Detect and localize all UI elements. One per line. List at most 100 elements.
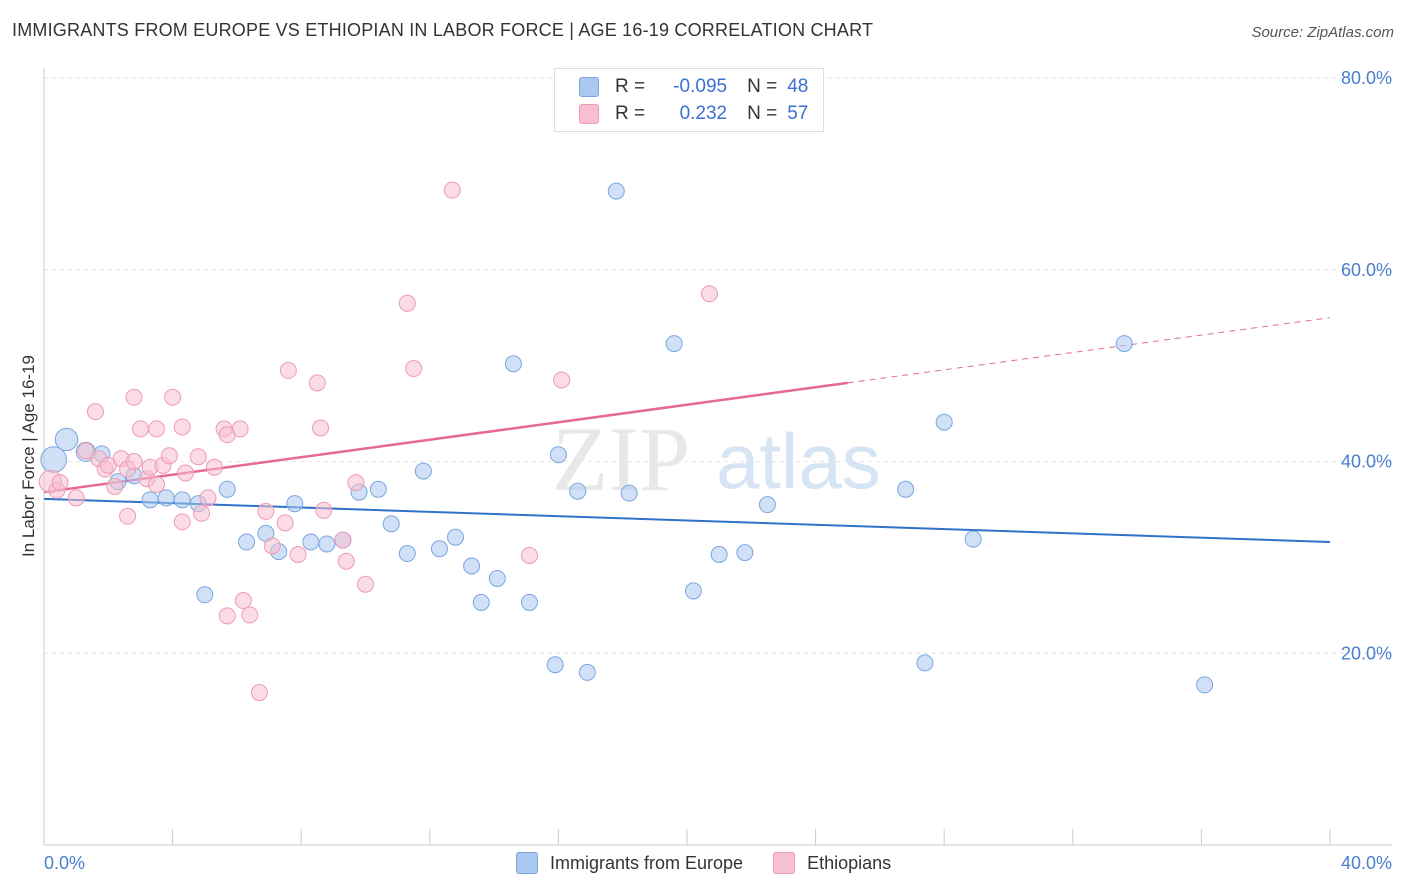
legend-item-europe[interactable]: Immigrants from Europe [516,852,743,874]
legend-r-label: R = [615,76,646,97]
europe-point [607,182,625,200]
legend-r-value: 0.232 [679,103,728,124]
legend-swatch-blue [579,77,599,97]
europe-point [520,593,538,611]
europe-point [569,482,587,500]
x-tick-labels: 0.0% 40.0% [44,853,1392,873]
legend-row-ethiopians: R = 0.232 N = 57 [579,102,808,126]
y-axis-label: In Labor Force | Age 16-19 [19,355,38,557]
ethiopian-point [308,374,326,392]
ethiopian-point [131,420,149,438]
ethiopian-point [160,447,178,465]
legend-r-label: R = [615,103,646,124]
legend-item-ethiopians[interactable]: Ethiopians [773,852,891,874]
ethiopian-point [67,489,85,507]
legend-swatch-pink [579,104,599,124]
europe-point [620,484,638,502]
europe-point [504,355,522,373]
europe-point [430,540,448,558]
series-legend: Immigrants from Europe Ethiopians [516,852,921,874]
europe-point [40,446,67,473]
ethiopian-point [189,448,207,466]
ethiopian-point [164,388,182,406]
ethiopian-point [173,513,191,531]
ethiopian-point [218,607,236,625]
europe-point [218,480,236,498]
europe-point [488,569,506,587]
europe-point [196,586,214,604]
ethiopian-point [334,531,352,549]
legend-n-label: N = [747,76,778,97]
x-tick-label: 0.0% [44,853,85,873]
legend-row-europe: R = -0.095 N = 48 [579,75,808,99]
ethiopian-point [337,552,355,570]
legend-swatch-blue [516,852,538,874]
europe-point [758,496,776,514]
ethiopian-point [405,360,423,378]
ethiopian-point [51,474,69,492]
ethiopian-point [289,545,307,563]
gridlines [44,77,1392,654]
europe-point [546,656,564,674]
ethiopian-point [241,606,259,624]
ethiopian-point [257,502,275,520]
y-tick-label: 20.0% [1341,643,1392,663]
legend-label-europe: Immigrants from Europe [550,852,744,873]
europe-point [157,489,175,507]
ethiopian-point [347,474,365,492]
ethiopian-point [357,575,374,593]
ethiopian-point [311,419,329,437]
legend-r-value: -0.095 [673,76,728,97]
europe-point [369,480,387,498]
ethiopian-point [205,458,223,476]
europe-point [302,533,320,551]
europe-point [549,446,567,464]
y-tick-label: 60.0% [1341,260,1392,280]
ethiopian-point [701,285,719,303]
europe-point [414,462,432,480]
ethiopian-point [250,684,268,702]
ethiopian-point [553,371,571,389]
ethiopian-point [443,181,461,199]
ethiopian-point [173,418,191,436]
ethiopian-point [125,453,143,470]
europe-point [318,535,336,553]
correlation-legend: R = -0.095 N = 48 R = 0.232 N = 57 [554,68,824,132]
ethiopian-point [398,294,416,312]
europe-point [710,545,728,563]
ethiopian-point [106,477,124,495]
europe-point [472,593,490,611]
europe-point [935,413,953,431]
europe-point [736,544,754,562]
europe-point [1115,335,1133,353]
legend-n-label: N = [747,103,778,124]
europe-point [964,530,982,548]
ethiopian-point [148,476,166,494]
ethiopian-point [263,537,281,555]
x-tick-label: 40.0% [1341,853,1392,873]
ethiopian-point [276,514,294,532]
ethiopian-trend-extension [847,317,1331,384]
europe-point [578,663,596,681]
europe-trend-line [43,497,1331,544]
ethiopian-point [86,403,104,421]
europe-point [463,557,481,575]
europe-point [398,545,416,563]
ethiopian-point [279,361,297,379]
y-tick-label: 80.0% [1341,68,1392,88]
europe-point [238,533,256,551]
ethiopian-point [193,504,211,522]
europe-point [897,480,915,498]
europe-point [684,582,702,600]
europe-point [916,654,934,672]
legend-label-ethiopians: Ethiopians [807,852,892,873]
chart-title: IMMIGRANTS FROM EUROPE VS ETHIOPIAN IN L… [12,20,874,40]
ethiopian-point [176,464,194,482]
legend-n-value: 57 [787,103,809,124]
europe-point [286,495,304,513]
europe-point [173,491,191,509]
europe-point [665,335,683,353]
legend-n-value: 48 [787,76,809,97]
ethiopian-point [315,501,333,519]
